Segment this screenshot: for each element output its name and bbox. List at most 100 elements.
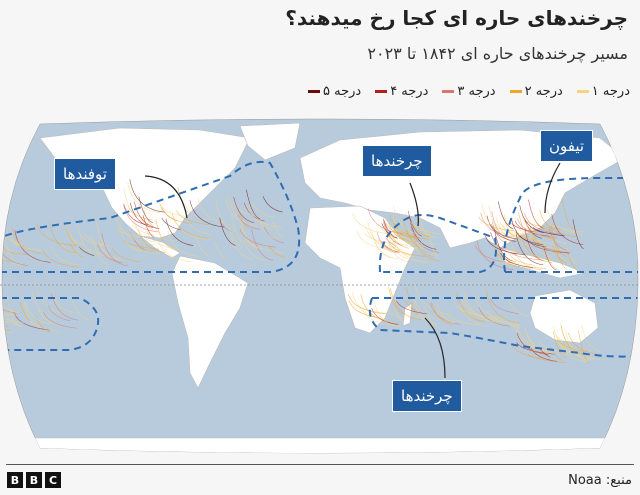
- storm-track: [227, 195, 258, 227]
- storm-track: [537, 339, 571, 354]
- storm-track: [65, 224, 85, 246]
- storm-track: [167, 230, 200, 257]
- storm-track: [373, 299, 399, 328]
- storm-track: [129, 179, 166, 213]
- storm-track: [356, 231, 396, 251]
- storm-track: [561, 197, 574, 230]
- storm-track: [51, 291, 74, 313]
- storm-track: [31, 290, 50, 317]
- storm-track: [195, 235, 210, 257]
- storm-track: [495, 223, 512, 234]
- storm-track: [188, 222, 211, 235]
- storm-track: [36, 223, 77, 247]
- storm-track: [123, 188, 143, 222]
- storm-track: [50, 245, 79, 266]
- storm-track: [91, 236, 110, 266]
- footer-divider: [6, 464, 634, 465]
- storm-track: [385, 222, 415, 238]
- storm-track: [524, 213, 561, 235]
- storm-track: [509, 253, 535, 266]
- storm-track: [572, 219, 584, 250]
- storm-track: [1, 298, 24, 323]
- storm-track: [527, 353, 567, 364]
- storm-track: [134, 221, 155, 243]
- storm-track: [383, 219, 404, 251]
- storm-track: [428, 229, 439, 259]
- storm-track: [176, 210, 210, 226]
- storm-track: [352, 292, 388, 321]
- storm-track: [554, 241, 568, 270]
- storm-track: [500, 252, 534, 268]
- storm-tracks: [1, 179, 600, 364]
- storm-track: [348, 300, 381, 319]
- storm-track: [142, 215, 155, 238]
- storm-track: [133, 238, 145, 251]
- legend-label: درجه ۱: [591, 84, 630, 99]
- legend-label: درجه ۵: [322, 84, 362, 99]
- storm-track: [543, 246, 557, 271]
- antarctica: [1, 437, 639, 453]
- legend-item-cat5: درجه ۵: [307, 84, 362, 99]
- storm-track: [515, 319, 550, 352]
- storm-track: [116, 228, 141, 238]
- storm-track: [138, 229, 166, 253]
- storm-track: [59, 240, 78, 255]
- storm-track: [388, 222, 409, 241]
- legend-label: درجه ۲: [524, 84, 563, 99]
- arrow-south-indian: [424, 317, 446, 379]
- storm-track: [10, 239, 45, 252]
- storm-track: [391, 237, 415, 258]
- legend-swatch: [375, 90, 388, 93]
- storm-track: [243, 240, 267, 261]
- storm-track: [558, 342, 571, 355]
- storm-track: [1, 233, 12, 253]
- storm-track: [497, 201, 514, 230]
- storm-track: [387, 309, 405, 320]
- storm-track: [431, 301, 452, 326]
- australia: [529, 289, 599, 344]
- storm-track: [393, 221, 415, 245]
- storm-track: [414, 282, 452, 315]
- storm-track: [474, 295, 505, 320]
- storm-track: [507, 297, 530, 317]
- storm-track: [552, 241, 570, 263]
- storm-track: [41, 248, 79, 268]
- storm-track: [155, 218, 175, 251]
- storm-track: [410, 225, 440, 253]
- storm-track: [420, 248, 434, 258]
- storm-track: [529, 226, 562, 254]
- storm-track: [371, 307, 399, 325]
- storm-track: [459, 303, 488, 327]
- storm-track: [6, 317, 24, 328]
- storm-track: [485, 290, 519, 324]
- storm-track: [23, 301, 40, 327]
- storm-track: [132, 224, 154, 236]
- legend-swatch: [442, 90, 455, 93]
- storm-track: [65, 227, 78, 247]
- storm-track: [528, 225, 552, 258]
- south-america: [171, 255, 249, 389]
- storm-track: [492, 240, 508, 256]
- storm-track: [1, 245, 29, 266]
- storm-track: [388, 241, 425, 257]
- storm-track: [474, 244, 513, 264]
- storm-track: [119, 226, 143, 253]
- legend-swatch: [307, 90, 320, 93]
- arrow-west-pacific: [544, 162, 561, 214]
- storm-track: [524, 327, 564, 356]
- storm-track: [530, 242, 570, 254]
- storm-track: [569, 227, 584, 237]
- storm-track: [560, 325, 584, 355]
- storm-track: [503, 214, 543, 242]
- southeast-asia: [499, 247, 587, 279]
- storm-track: [127, 182, 161, 213]
- storm-track: [49, 222, 76, 254]
- storm-track: [568, 332, 597, 355]
- zone-west-pacific: [503, 177, 639, 273]
- storm-track: [547, 221, 583, 233]
- storm-track: [515, 233, 544, 266]
- label-south-indian: چرخندها: [392, 380, 462, 412]
- storm-track: [480, 212, 514, 238]
- storm-track: [581, 325, 600, 352]
